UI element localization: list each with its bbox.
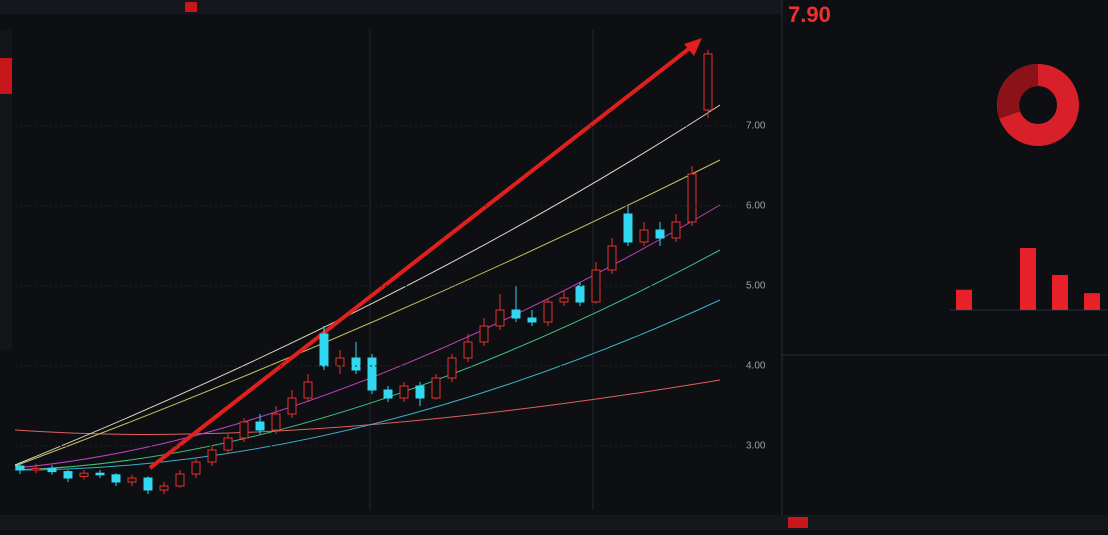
candles xyxy=(15,50,713,494)
candle-body xyxy=(479,325,489,343)
bottom-tabs[interactable] xyxy=(782,515,1108,530)
candle-body xyxy=(255,421,265,431)
y-tick-label: 3.00 xyxy=(746,441,766,452)
flow-bar xyxy=(956,289,972,310)
tab-active[interactable] xyxy=(788,517,808,528)
candle-body xyxy=(159,485,169,491)
candle-body xyxy=(15,465,25,471)
candle-body xyxy=(191,461,201,475)
candle-body xyxy=(63,471,73,479)
flow-bar xyxy=(1084,293,1100,310)
candle-body xyxy=(639,229,649,243)
candle-body xyxy=(271,413,281,431)
ma-line xyxy=(14,104,721,466)
candle-body xyxy=(335,357,345,367)
toolbar[interactable] xyxy=(0,0,782,14)
y-tick-label: 4.00 xyxy=(746,361,766,372)
flow-bar xyxy=(1020,248,1036,310)
candle-body xyxy=(383,389,393,399)
y-tick-label: 6.00 xyxy=(746,201,766,212)
candle-body xyxy=(207,449,217,463)
candle-body xyxy=(415,385,425,399)
candle-body xyxy=(655,229,665,239)
candle-body xyxy=(671,221,681,239)
candle-body xyxy=(559,297,569,303)
candle-body xyxy=(511,309,521,319)
side-active[interactable] xyxy=(0,58,12,94)
arrow-head xyxy=(684,38,702,56)
candle-body xyxy=(543,301,553,323)
ma-line xyxy=(14,299,721,471)
candle-body xyxy=(111,474,121,483)
candle-body xyxy=(399,385,409,399)
candle-body xyxy=(47,467,57,473)
candle-body xyxy=(527,317,537,323)
ma-line xyxy=(14,249,721,471)
candle-body xyxy=(495,309,505,327)
candle-body xyxy=(95,472,105,476)
candle-body xyxy=(143,477,153,491)
toolbar-active[interactable] xyxy=(185,2,197,12)
candle-body xyxy=(623,213,633,243)
candle-body xyxy=(223,437,233,451)
y-tick-label: 5.00 xyxy=(746,281,766,292)
candle-body xyxy=(319,333,329,367)
side-bar[interactable] xyxy=(0,30,12,350)
candle-body xyxy=(287,397,297,415)
candle-body xyxy=(703,53,713,111)
candle-body xyxy=(351,357,361,371)
candle-body xyxy=(239,421,249,439)
candle-body xyxy=(303,381,313,399)
y-tick-label: 7.00 xyxy=(746,121,766,132)
bottom-tabs[interactable] xyxy=(0,515,782,530)
candle-body xyxy=(79,472,89,477)
candle-body xyxy=(447,357,457,379)
candle-body xyxy=(175,473,185,487)
candle-body xyxy=(367,357,377,391)
candle-body xyxy=(575,285,585,303)
flow-bar xyxy=(1052,274,1068,310)
candle-body xyxy=(431,377,441,399)
candle-body xyxy=(607,245,617,271)
donut-segment xyxy=(997,64,1039,119)
candle-body xyxy=(127,477,137,483)
ma-line xyxy=(14,159,721,467)
candle-body xyxy=(463,341,473,359)
candle-body xyxy=(687,173,697,223)
candle-body xyxy=(31,467,41,471)
trend-arrow xyxy=(148,42,697,470)
last-price: 7.90 xyxy=(788,2,831,27)
